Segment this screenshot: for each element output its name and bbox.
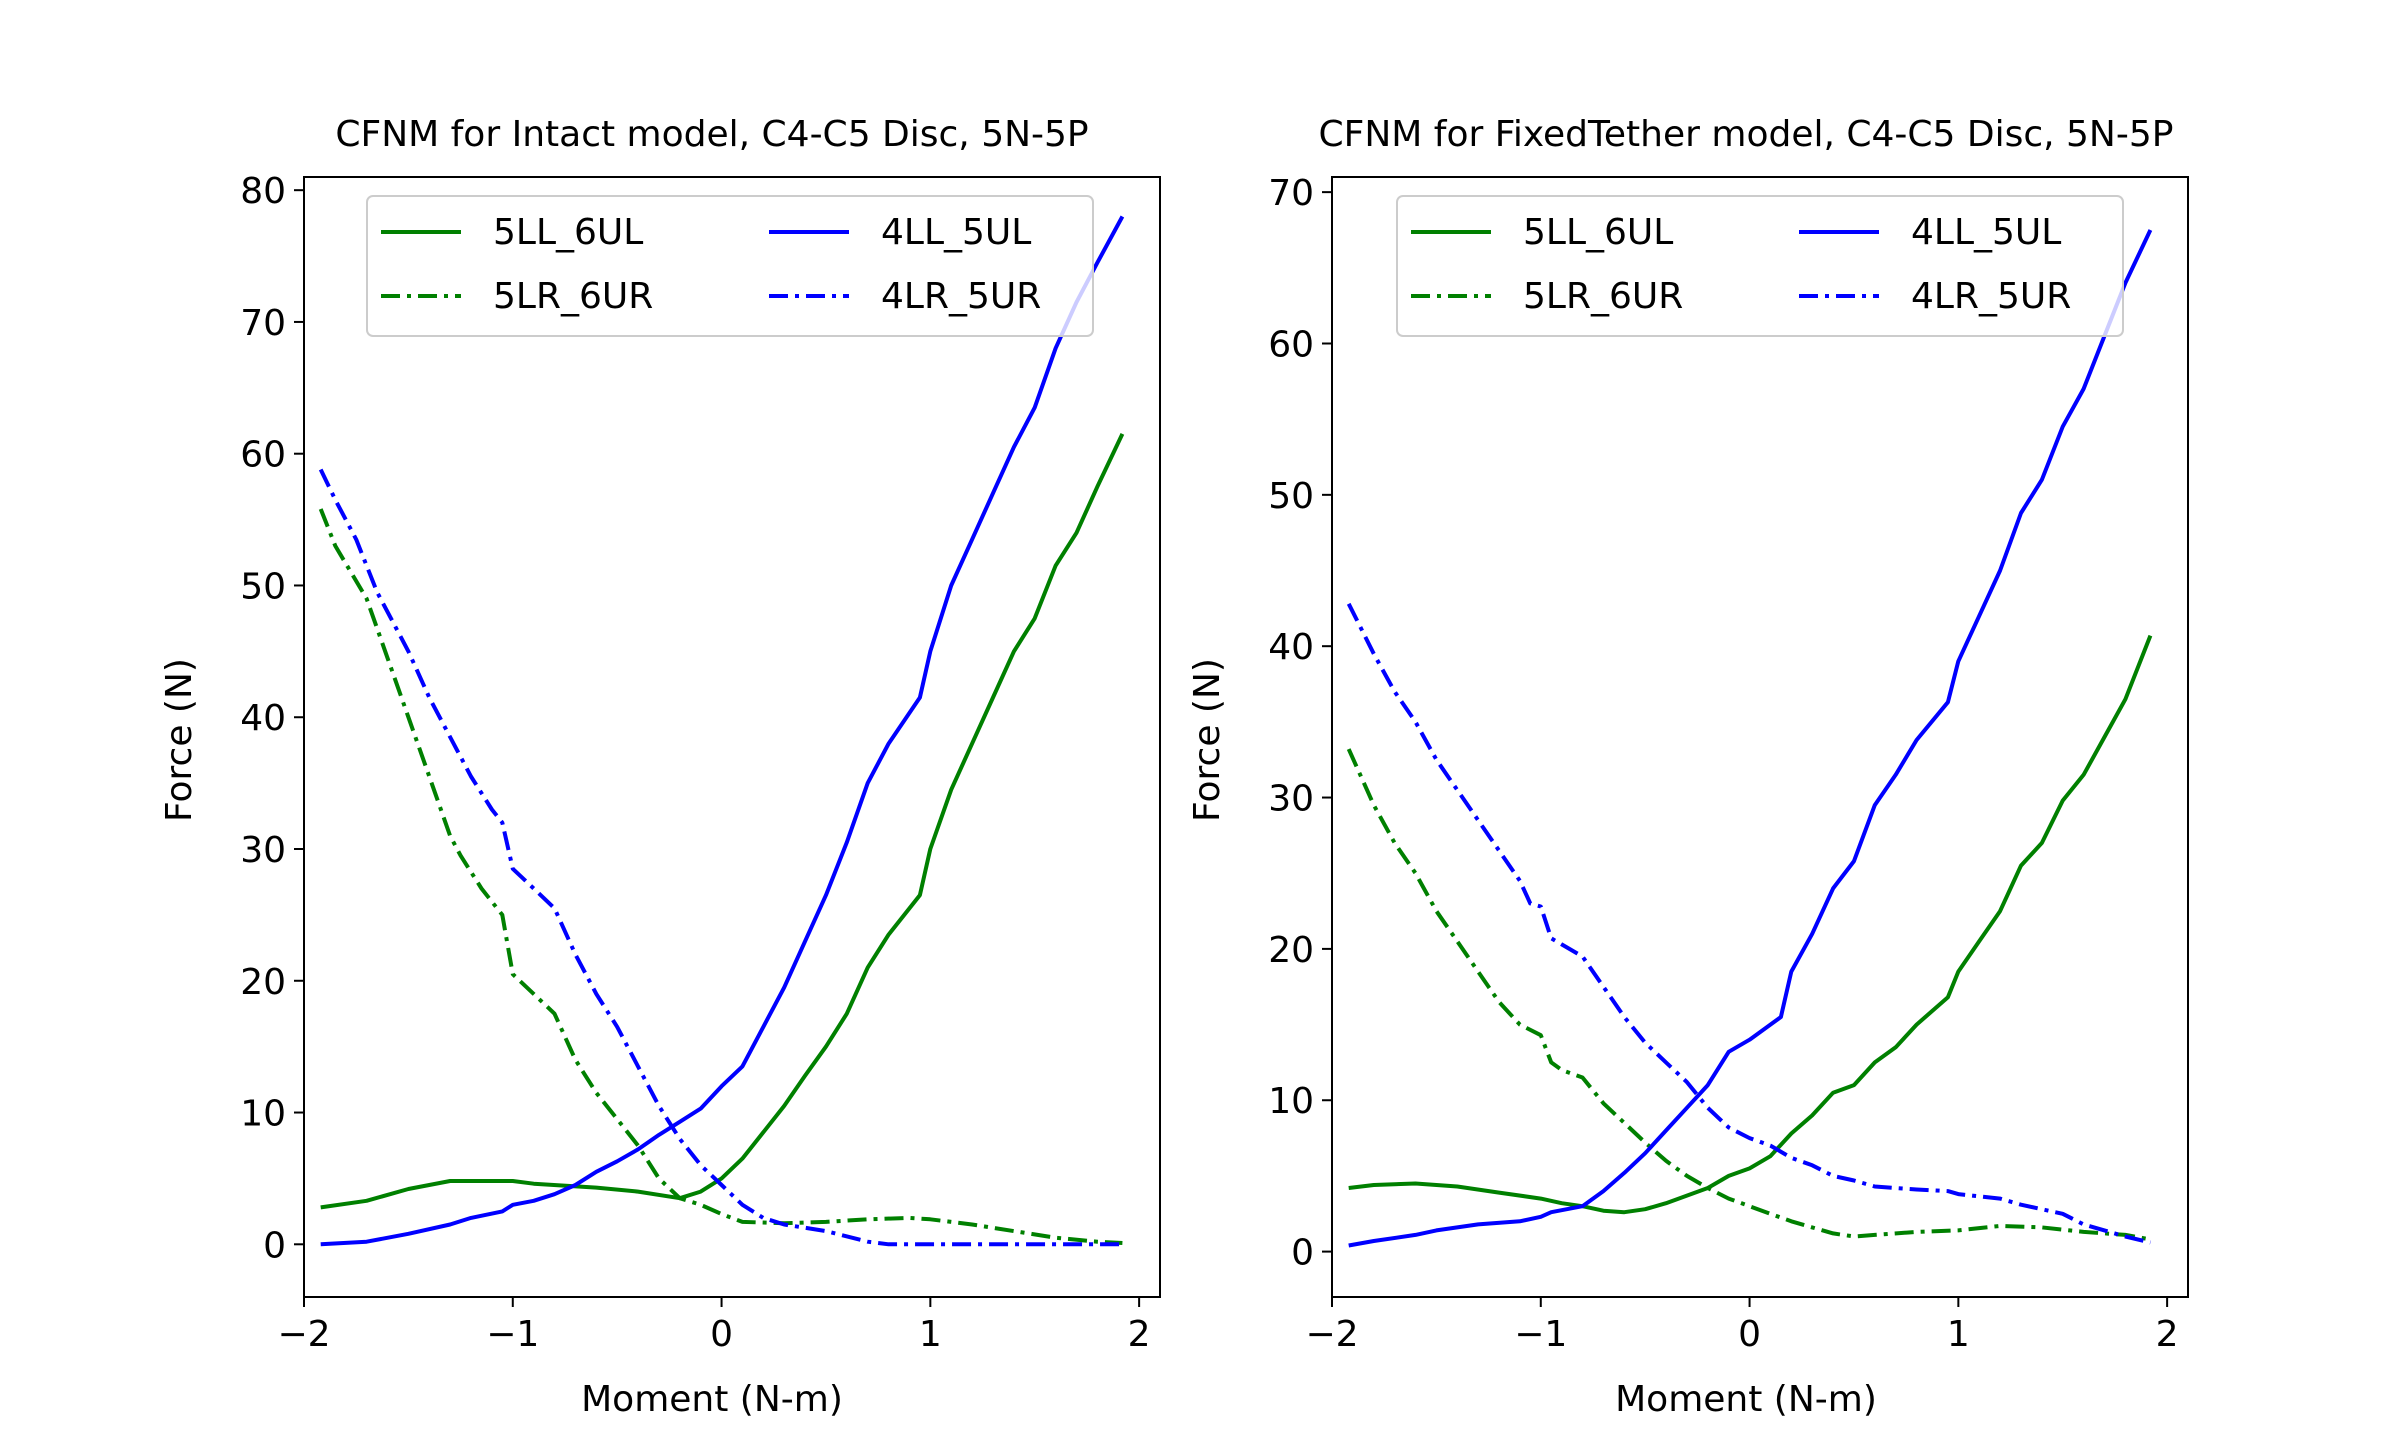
y-tick-label: 60 (240, 435, 286, 476)
x-tick-label: 2 (1128, 1314, 1151, 1355)
y-tick-label: 0 (1291, 1233, 1314, 1274)
x-tick-label: −1 (1514, 1314, 1567, 1355)
y-tick-label: 30 (240, 830, 286, 871)
y-tick-label: 20 (240, 962, 286, 1003)
y-tick-label: 10 (1268, 1081, 1314, 1122)
x-axis-label: Moment (N-m) (581, 1379, 843, 1420)
y-tick-label: 40 (1268, 627, 1314, 668)
legend-label: 5LL_6UL (1523, 212, 1673, 253)
series-lines (1346, 229, 2153, 1248)
plot-frame (303, 176, 1161, 1298)
chart-title: CFNM for Intact model, C4-C5 Disc, 5N-5P (335, 114, 1088, 155)
y-axis-label: Force (N) (159, 658, 200, 822)
y-tick-label: 0 (263, 1225, 286, 1266)
series-line-4lr-5ur (1346, 602, 2151, 1245)
legend-label: 5LR_6UR (1523, 276, 1683, 317)
y-tick-label: 80 (240, 171, 286, 212)
series-lines (318, 215, 1125, 1247)
legend-box (1396, 195, 2124, 337)
y-axis-label: Force (N) (1187, 658, 1228, 822)
series-line-4ll-5ul (320, 215, 1125, 1247)
right-chart-panel: CFNM for FixedTether model, C4-C5 Disc, … (1187, 114, 2189, 1420)
x-tick-label: 1 (1947, 1314, 1970, 1355)
x-tick-label: 1 (919, 1314, 942, 1355)
x-tick-label: −2 (277, 1314, 330, 1355)
legend-label: 5LR_6UR (493, 276, 653, 317)
y-tick-label: 60 (1268, 324, 1314, 365)
series-line-4lr-5ur (318, 468, 1123, 1247)
chart-legend: 5LL_6UL 5LR_6UR 4LL_5UL 4LR_5UR (1396, 195, 2124, 337)
series-line-5lr-6ur (1346, 748, 2151, 1242)
x-tick-label: −2 (1305, 1314, 1358, 1355)
x-tick-label: 2 (2156, 1314, 2179, 1355)
y-tick-label: 10 (240, 1094, 286, 1135)
left-chart-panel: CFNM for Intact model, C4-C5 Disc, 5N-5P… (159, 114, 1161, 1420)
y-tick-label: 40 (240, 698, 286, 739)
legend-box (366, 195, 1094, 337)
series-line-5ll-6ul (320, 433, 1125, 1210)
x-tick-label: 0 (1738, 1314, 1761, 1355)
chart-title: CFNM for FixedTether model, C4-C5 Disc, … (1319, 114, 2174, 155)
legend-label: 4LL_5UL (881, 212, 1031, 253)
x-tick-label: −1 (486, 1314, 539, 1355)
chart-legend: 5LL_6UL 5LR_6UR 4LL_5UL 4LR_5UR (366, 195, 1094, 337)
legend-label: 5LL_6UL (493, 212, 643, 253)
y-tick-label: 50 (240, 566, 286, 607)
y-tick-label: 50 (1268, 476, 1314, 517)
legend-label: 4LR_5UR (881, 276, 1041, 317)
x-tick-label: 0 (710, 1314, 733, 1355)
legend-label: 4LR_5UR (1911, 276, 2071, 317)
y-tick-label: 30 (1268, 779, 1314, 820)
x-axis-label: Moment (N-m) (1615, 1379, 1877, 1420)
y-tick-label: 70 (1268, 173, 1314, 214)
legend-label: 4LL_5UL (1911, 212, 2061, 253)
series-line-5ll-6ul (1348, 634, 2153, 1215)
series-line-4ll-5ul (1348, 229, 2153, 1248)
y-tick-label: 70 (240, 303, 286, 344)
series-line-5lr-6ur (318, 508, 1123, 1245)
plot-frame (1331, 176, 2189, 1298)
y-tick-label: 20 (1268, 930, 1314, 971)
